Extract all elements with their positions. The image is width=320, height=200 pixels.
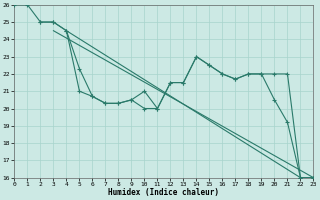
X-axis label: Humidex (Indice chaleur): Humidex (Indice chaleur) <box>108 188 220 197</box>
